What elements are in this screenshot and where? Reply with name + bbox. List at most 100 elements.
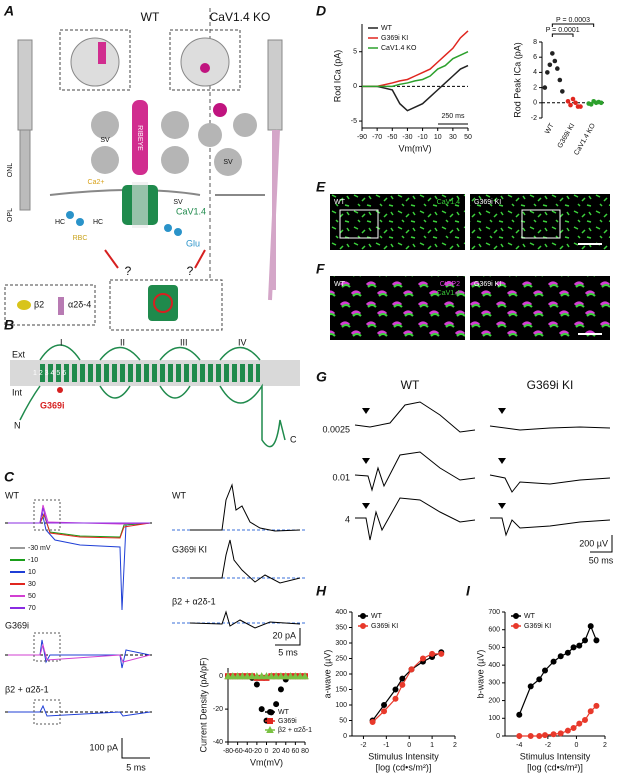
legend-label: G369i KI: [371, 623, 398, 630]
legend-label: G369i KI: [381, 35, 408, 42]
subunit-label: α2δ-4: [68, 299, 91, 309]
dot: [573, 100, 578, 106]
marker: [392, 695, 399, 702]
stain-label: CtBP2: [440, 281, 460, 288]
channel-label: CaV1.4: [176, 206, 206, 216]
marker: [587, 623, 594, 630]
x-tick-label: 0: [574, 742, 578, 749]
marker: [419, 655, 426, 662]
panel-label: I: [466, 583, 471, 599]
roi: [521, 209, 561, 239]
image-label: WT: [334, 199, 346, 206]
vesicle: [91, 146, 119, 174]
panel-label: E: [316, 179, 326, 195]
ribbon: [98, 42, 106, 64]
marker: [593, 702, 600, 709]
marker: [392, 686, 399, 693]
marker: [570, 644, 577, 651]
y-tick-label: 0: [343, 733, 347, 740]
dot: [545, 70, 550, 75]
scale-label: 200 µV: [579, 538, 608, 548]
marker: [281, 672, 290, 680]
marker: [399, 681, 406, 688]
marker: [360, 613, 366, 619]
ribeye-blob: [200, 63, 210, 73]
y-tick-label: -40: [213, 739, 223, 746]
y-tick-label: 400: [335, 609, 347, 616]
series-line: [362, 64, 469, 112]
marker: [564, 727, 571, 734]
micrograph: [330, 276, 465, 340]
panel-label: G: [316, 369, 327, 385]
arrow: [104, 249, 206, 269]
dot: [547, 62, 553, 68]
legend-label: 30: [28, 581, 36, 588]
marker: [408, 666, 415, 673]
cell-label: HC: [93, 219, 103, 226]
dot: [598, 100, 604, 106]
y-tick-label: 0: [353, 83, 357, 90]
marker: [550, 731, 557, 738]
calcium-label: Ca2+: [88, 179, 105, 186]
trace: [189, 610, 301, 629]
vesicle: [91, 111, 119, 139]
trace: [8, 507, 150, 524]
category-label: WT: [544, 122, 556, 136]
marker: [360, 623, 366, 629]
marker: [513, 613, 519, 619]
marker: [238, 672, 247, 680]
scale-label: 20 pA: [272, 630, 296, 640]
erg-trace: [490, 517, 611, 537]
inset-box: [33, 632, 61, 662]
vesicle: [161, 111, 189, 139]
x-tick-label: -70: [372, 134, 382, 141]
scale-label: 5 ms: [278, 647, 298, 657]
erg-trace: [354, 401, 476, 433]
marker: [301, 672, 309, 680]
x-axis-label: Stimulus Intensity: [520, 751, 591, 761]
marker: [267, 672, 276, 680]
x-tick-label: -60: [233, 748, 243, 755]
side-label: Int: [12, 387, 23, 397]
p-value: P = 0.0001: [546, 27, 580, 34]
y-tick-label: -2: [531, 115, 537, 122]
series-line: [362, 51, 469, 88]
panel-label: A: [3, 3, 14, 19]
layer-label: ONL: [7, 163, 14, 178]
marker: [564, 649, 571, 656]
rod-outer: [267, 39, 283, 131]
dot: [555, 66, 560, 71]
y-tick-label: 4: [533, 69, 537, 76]
panel-g: WT G369i KI 0.0025 0.01 4 200 µV 50 ms: [322, 378, 613, 565]
marker: [593, 637, 600, 644]
rod-axon: [268, 129, 280, 301]
sv-label: SV: [100, 137, 110, 144]
x-tick-label: -2: [360, 742, 366, 749]
y-tick-label: 300: [488, 680, 500, 687]
panel-a: WT CaV1.4 KO ONL OPL SV SV SV RIBEYE Ca2…: [4, 8, 283, 331]
marker: [267, 709, 273, 715]
panel-c: WT G369i β2 + α2δ-1 100 pA 5 ms -30 mV -…: [5, 483, 305, 772]
intensity-label: 0.01: [332, 472, 350, 482]
marker: [576, 642, 583, 649]
panel-f: WT G369i KI CtBP2 CaV1.4: [330, 276, 610, 340]
y-tick-label: -5: [351, 118, 357, 125]
glu: [76, 218, 84, 226]
dot: [552, 58, 558, 64]
terminus: N: [14, 420, 21, 430]
vesicle: [198, 123, 222, 147]
marker: [542, 732, 548, 739]
layer-label: OPL: [7, 208, 14, 222]
erg-trace: [355, 497, 476, 541]
y-tick-label: 5: [353, 49, 357, 56]
loops: [19, 383, 286, 448]
glu-label: Glu: [186, 238, 200, 248]
alpha2delta: [58, 297, 64, 315]
y-tick-label: 2: [533, 84, 537, 91]
trace-label: G369i KI: [172, 544, 207, 554]
marker: [233, 672, 242, 680]
y-axis-label: Rod ICa (pA): [332, 50, 342, 103]
y-tick-label: 350: [335, 624, 347, 631]
y-axis-label: a-wave (µV): [322, 650, 332, 699]
erg-trace: [354, 451, 476, 492]
